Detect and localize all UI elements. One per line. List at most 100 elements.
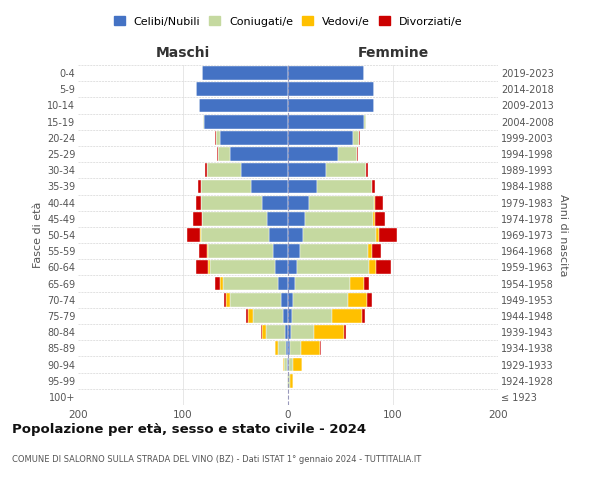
Bar [289,358,293,372]
Bar [201,196,262,209]
Bar [262,196,288,209]
Bar [317,180,372,194]
Bar [288,244,299,258]
Bar [197,180,201,194]
Bar [367,293,372,306]
Bar [288,66,364,80]
Y-axis label: Fasce di età: Fasce di età [32,202,43,268]
Bar [288,98,374,112]
Bar [314,326,344,339]
Bar [267,212,288,226]
Bar [288,212,305,226]
Bar [277,276,288,290]
Bar [283,309,288,323]
Bar [248,309,253,323]
Bar [298,260,369,274]
Bar [208,244,274,258]
Bar [344,326,346,339]
Bar [205,164,207,177]
Y-axis label: Anni di nascita: Anni di nascita [557,194,568,276]
Bar [369,260,376,274]
Bar [288,293,293,306]
Bar [287,358,288,372]
Bar [208,260,210,274]
Bar [350,276,364,290]
Bar [288,260,298,274]
Text: Maschi: Maschi [156,46,210,60]
Bar [288,82,374,96]
Bar [290,374,293,388]
Bar [269,228,288,242]
Bar [281,293,288,306]
Bar [375,212,385,226]
Bar [201,228,269,242]
Bar [217,147,218,161]
Bar [277,342,286,355]
Bar [230,293,281,306]
Bar [203,115,204,128]
Bar [220,276,223,290]
Bar [375,196,383,209]
Bar [326,164,366,177]
Bar [376,228,379,242]
Bar [288,196,309,209]
Bar [266,326,285,339]
Bar [288,342,290,355]
Legend: Celibi/Nubili, Coniugati/e, Vedovi/e, Divorziati/e: Celibi/Nubili, Coniugati/e, Vedovi/e, Di… [113,16,463,26]
Bar [338,147,358,161]
Bar [218,147,230,161]
Bar [251,180,288,194]
Bar [200,228,201,242]
Bar [204,115,288,128]
Bar [373,212,375,226]
Bar [376,260,391,274]
Bar [199,244,207,258]
Bar [295,276,350,290]
Bar [293,293,348,306]
Bar [290,342,301,355]
Bar [292,309,332,323]
Bar [303,228,376,242]
Bar [207,164,241,177]
Bar [275,342,277,355]
Bar [210,260,275,274]
Bar [226,293,230,306]
Bar [287,374,288,388]
Bar [224,293,226,306]
Bar [202,212,267,226]
Bar [353,131,359,144]
Bar [283,358,284,372]
Bar [359,131,361,144]
Bar [374,196,375,209]
Bar [364,115,366,128]
Bar [372,180,375,194]
Bar [284,358,287,372]
Bar [215,276,220,290]
Bar [288,180,317,194]
Bar [348,293,367,306]
Bar [196,196,201,209]
Bar [288,358,289,372]
Bar [230,147,288,161]
Bar [196,82,288,96]
Bar [262,326,266,339]
Bar [201,180,251,194]
Bar [368,244,372,258]
Text: Popolazione per età, sesso e stato civile - 2024: Popolazione per età, sesso e stato civil… [12,422,366,436]
Bar [366,164,368,177]
Bar [288,228,303,242]
Bar [196,260,208,274]
Bar [288,164,326,177]
Bar [288,309,292,323]
Bar [253,309,283,323]
Bar [288,131,353,144]
Bar [288,115,364,128]
Bar [332,309,361,323]
Bar [207,244,208,258]
Bar [187,228,200,242]
Bar [364,276,369,290]
Text: COMUNE DI SALORNO SULLA STRADA DEL VINO (BZ) - Dati ISTAT 1° gennaio 2024 - TUTT: COMUNE DI SALORNO SULLA STRADA DEL VINO … [12,455,421,464]
Bar [286,342,288,355]
Bar [275,260,288,274]
Bar [288,326,291,339]
